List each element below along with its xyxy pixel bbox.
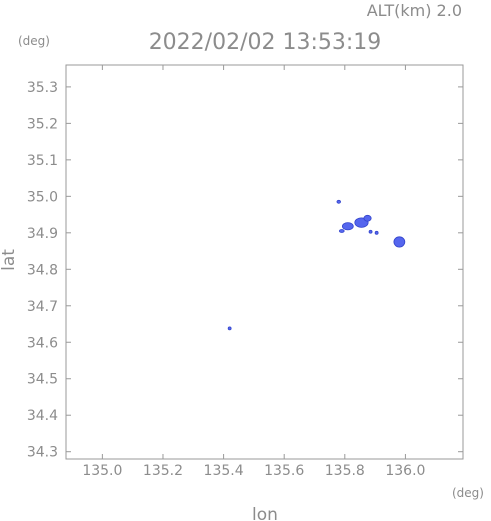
y-tick-label: 34.9 bbox=[27, 226, 58, 242]
x-axis-label: lon bbox=[252, 505, 278, 521]
echo-cell bbox=[368, 229, 373, 234]
x-ticks: 135.0 135.2 135.4 135.6 135.8 136.0 bbox=[82, 65, 425, 479]
echo-cell bbox=[393, 236, 406, 248]
y-tick-label: 34.8 bbox=[27, 262, 58, 278]
x-tick-label: 135.8 bbox=[325, 463, 365, 479]
y-unit-label: (deg) bbox=[18, 34, 50, 48]
plot-area bbox=[65, 64, 464, 460]
echo-cell bbox=[363, 214, 372, 222]
x-tick-label: 135.2 bbox=[143, 463, 183, 479]
y-tick-label: 34.5 bbox=[27, 372, 58, 388]
echo-cell bbox=[338, 229, 345, 233]
echo-cell bbox=[374, 230, 379, 235]
x-tick-label: 135.6 bbox=[264, 463, 304, 479]
x-tick-label: 136.0 bbox=[385, 463, 425, 479]
timestamp-title: 2022/02/02 13:53:19 bbox=[149, 30, 382, 55]
y-tick-label: 34.3 bbox=[27, 445, 58, 461]
y-tick-label: 34.4 bbox=[27, 408, 58, 424]
y-tick-label: 35.1 bbox=[27, 153, 58, 169]
echo-cell bbox=[227, 326, 232, 331]
x-tick-label: 135.0 bbox=[82, 463, 122, 479]
altitude-label: ALT(km) 2.0 bbox=[367, 1, 462, 20]
x-unit-label: (deg) bbox=[452, 486, 484, 500]
y-axis-label: lat bbox=[0, 249, 19, 271]
y-tick-label: 34.6 bbox=[27, 335, 58, 351]
echo-cells bbox=[227, 199, 406, 331]
echo-cell bbox=[336, 199, 341, 204]
x-tick-label: 135.4 bbox=[204, 463, 244, 479]
y-tick-label: 35.3 bbox=[27, 80, 58, 96]
y-ticks: 34.3 34.4 34.5 34.6 34.7 34.8 34.9 35.0 35.1 35.2… bbox=[27, 80, 463, 461]
y-tick-label: 35.0 bbox=[27, 189, 58, 205]
y-tick-label: 35.2 bbox=[27, 116, 58, 132]
y-tick-label: 34.7 bbox=[27, 299, 58, 315]
echo-cell bbox=[341, 222, 354, 231]
